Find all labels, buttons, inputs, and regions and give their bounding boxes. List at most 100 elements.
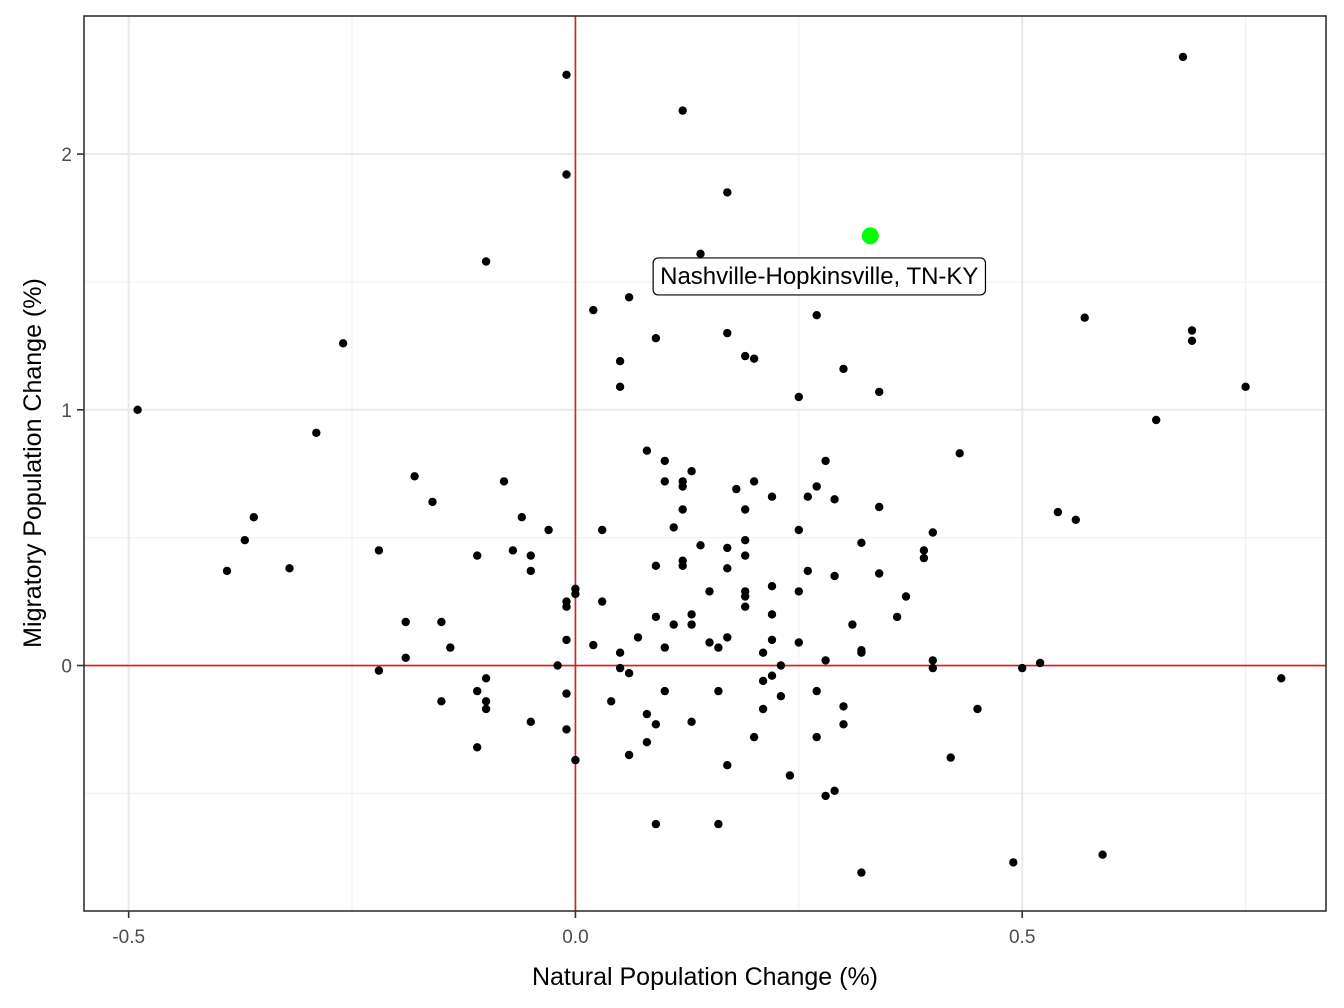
data-point (222, 566, 232, 576)
data-point (732, 484, 741, 494)
data-point (642, 446, 652, 455)
data-point (758, 648, 768, 657)
data-point (687, 717, 696, 726)
data-point (240, 536, 249, 545)
data-point (1053, 507, 1063, 517)
data-point (776, 661, 786, 670)
y-tick-label: 2 (61, 145, 72, 166)
data-point (678, 561, 687, 570)
data-point (473, 686, 482, 696)
data-point (1152, 415, 1161, 425)
data-point (767, 635, 777, 645)
data-point (955, 449, 964, 458)
data-point (723, 633, 732, 642)
data-point (741, 551, 750, 560)
data-point (839, 702, 848, 711)
data-point (928, 656, 937, 665)
data-point (526, 566, 535, 576)
data-point (776, 692, 786, 701)
data-point (678, 505, 687, 514)
data-point (696, 249, 705, 258)
data-point (758, 676, 768, 686)
x-tick-label: 0.0 (562, 927, 588, 948)
data-point (946, 753, 955, 762)
data-point (589, 640, 598, 650)
data-point (812, 686, 821, 696)
data-point (767, 582, 777, 591)
data-point (374, 546, 384, 555)
data-point (401, 617, 410, 627)
highlight-group: Nashville-Hopkinsville, TN-KY (652, 227, 987, 296)
data-point (705, 638, 714, 647)
data-point (723, 328, 732, 338)
panel-background (84, 16, 1326, 911)
data-point (660, 477, 669, 486)
data-point (901, 592, 911, 601)
data-point (571, 755, 580, 765)
data-point (669, 523, 678, 532)
data-point (562, 70, 571, 80)
data-point (723, 564, 732, 573)
data-point (848, 620, 857, 629)
data-point (437, 617, 446, 627)
data-point (481, 257, 491, 266)
data-point (723, 188, 732, 197)
data-point (678, 106, 687, 115)
data-point (615, 648, 625, 657)
data-point (562, 725, 571, 734)
data-point (794, 525, 803, 535)
data-point (705, 587, 714, 596)
x-tick-label: 0.5 (1009, 927, 1035, 948)
data-point (651, 612, 661, 622)
data-point (1071, 515, 1081, 524)
data-point (794, 638, 803, 647)
data-point (1080, 313, 1089, 322)
data-point (312, 428, 321, 437)
data-point (749, 477, 759, 486)
data-point (687, 620, 696, 629)
data-point (696, 541, 705, 550)
data-point (875, 387, 884, 397)
data-point (714, 686, 723, 696)
data-point (660, 686, 669, 696)
data-point (517, 513, 526, 522)
data-point (526, 717, 535, 726)
data-point (374, 666, 384, 675)
data-point (401, 653, 410, 662)
data-point (767, 492, 777, 501)
data-point (1187, 326, 1197, 335)
data-point (821, 456, 830, 466)
data-point (812, 732, 821, 742)
data-point (651, 334, 661, 343)
data-point (919, 553, 929, 563)
data-point (678, 482, 687, 491)
x-tick-label: -0.5 (112, 927, 145, 948)
data-point (857, 538, 866, 547)
data-point (553, 661, 562, 670)
data-point (839, 364, 848, 374)
data-point (892, 612, 902, 622)
data-point (615, 663, 625, 673)
data-points (133, 52, 1286, 877)
data-point (919, 546, 929, 555)
data-point (830, 786, 839, 795)
data-point (749, 354, 759, 363)
data-point (481, 674, 491, 683)
data-point (624, 669, 634, 678)
data-point (741, 536, 750, 545)
data-point (741, 602, 750, 611)
y-axis-ticks: 0 1 2 (61, 145, 84, 678)
data-point (598, 597, 607, 606)
data-point (749, 732, 759, 742)
data-point (928, 663, 937, 673)
data-point (830, 571, 839, 581)
data-point (642, 709, 652, 719)
data-point (338, 339, 348, 348)
data-point (794, 392, 803, 402)
data-point (508, 546, 518, 555)
data-point (624, 293, 634, 302)
data-point (687, 467, 696, 476)
data-point (875, 569, 884, 578)
data-point (803, 492, 812, 501)
data-point (1241, 382, 1250, 391)
